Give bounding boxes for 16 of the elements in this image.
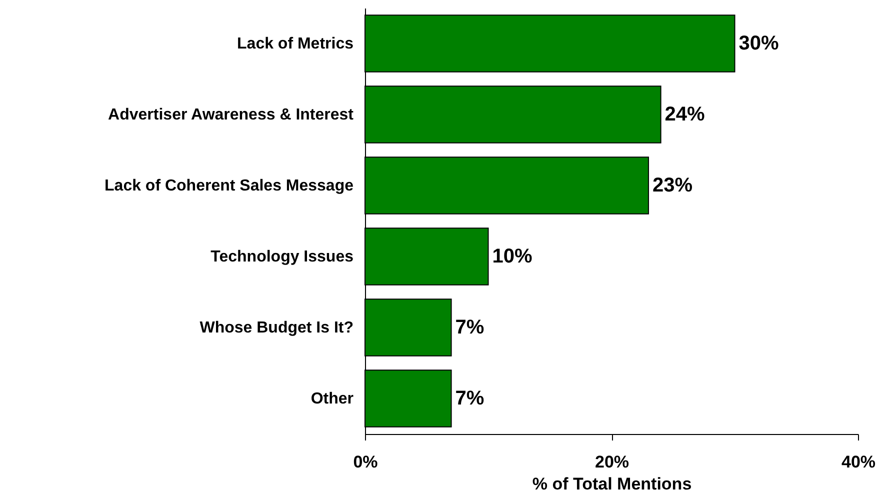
x-axis-title: % of Total Mentions bbox=[532, 474, 692, 494]
data-label: 24% bbox=[664, 104, 706, 126]
y-tick-label: Whose Budget Is It? bbox=[200, 320, 354, 336]
y-tick-label: Other bbox=[310, 390, 354, 408]
x-tick-label: 20% bbox=[594, 452, 630, 472]
data-label: 7% bbox=[455, 388, 484, 410]
x-tick-label: 40% bbox=[841, 452, 876, 472]
y-tick-label: Technology Issues bbox=[210, 248, 354, 266]
data-label: 23% bbox=[652, 174, 693, 196]
y-tick-label: Advertiser Awareness & Interest bbox=[108, 106, 354, 124]
data-label: 30% bbox=[738, 32, 779, 54]
y-tick-label: Lack of Metrics bbox=[237, 36, 354, 52]
data-label: 10% bbox=[492, 246, 532, 268]
x-tick-label: 0% bbox=[353, 452, 378, 472]
y-tick-label: Lack of Coherent Sales Message bbox=[104, 178, 354, 194]
data-label: 7% bbox=[455, 316, 484, 338]
